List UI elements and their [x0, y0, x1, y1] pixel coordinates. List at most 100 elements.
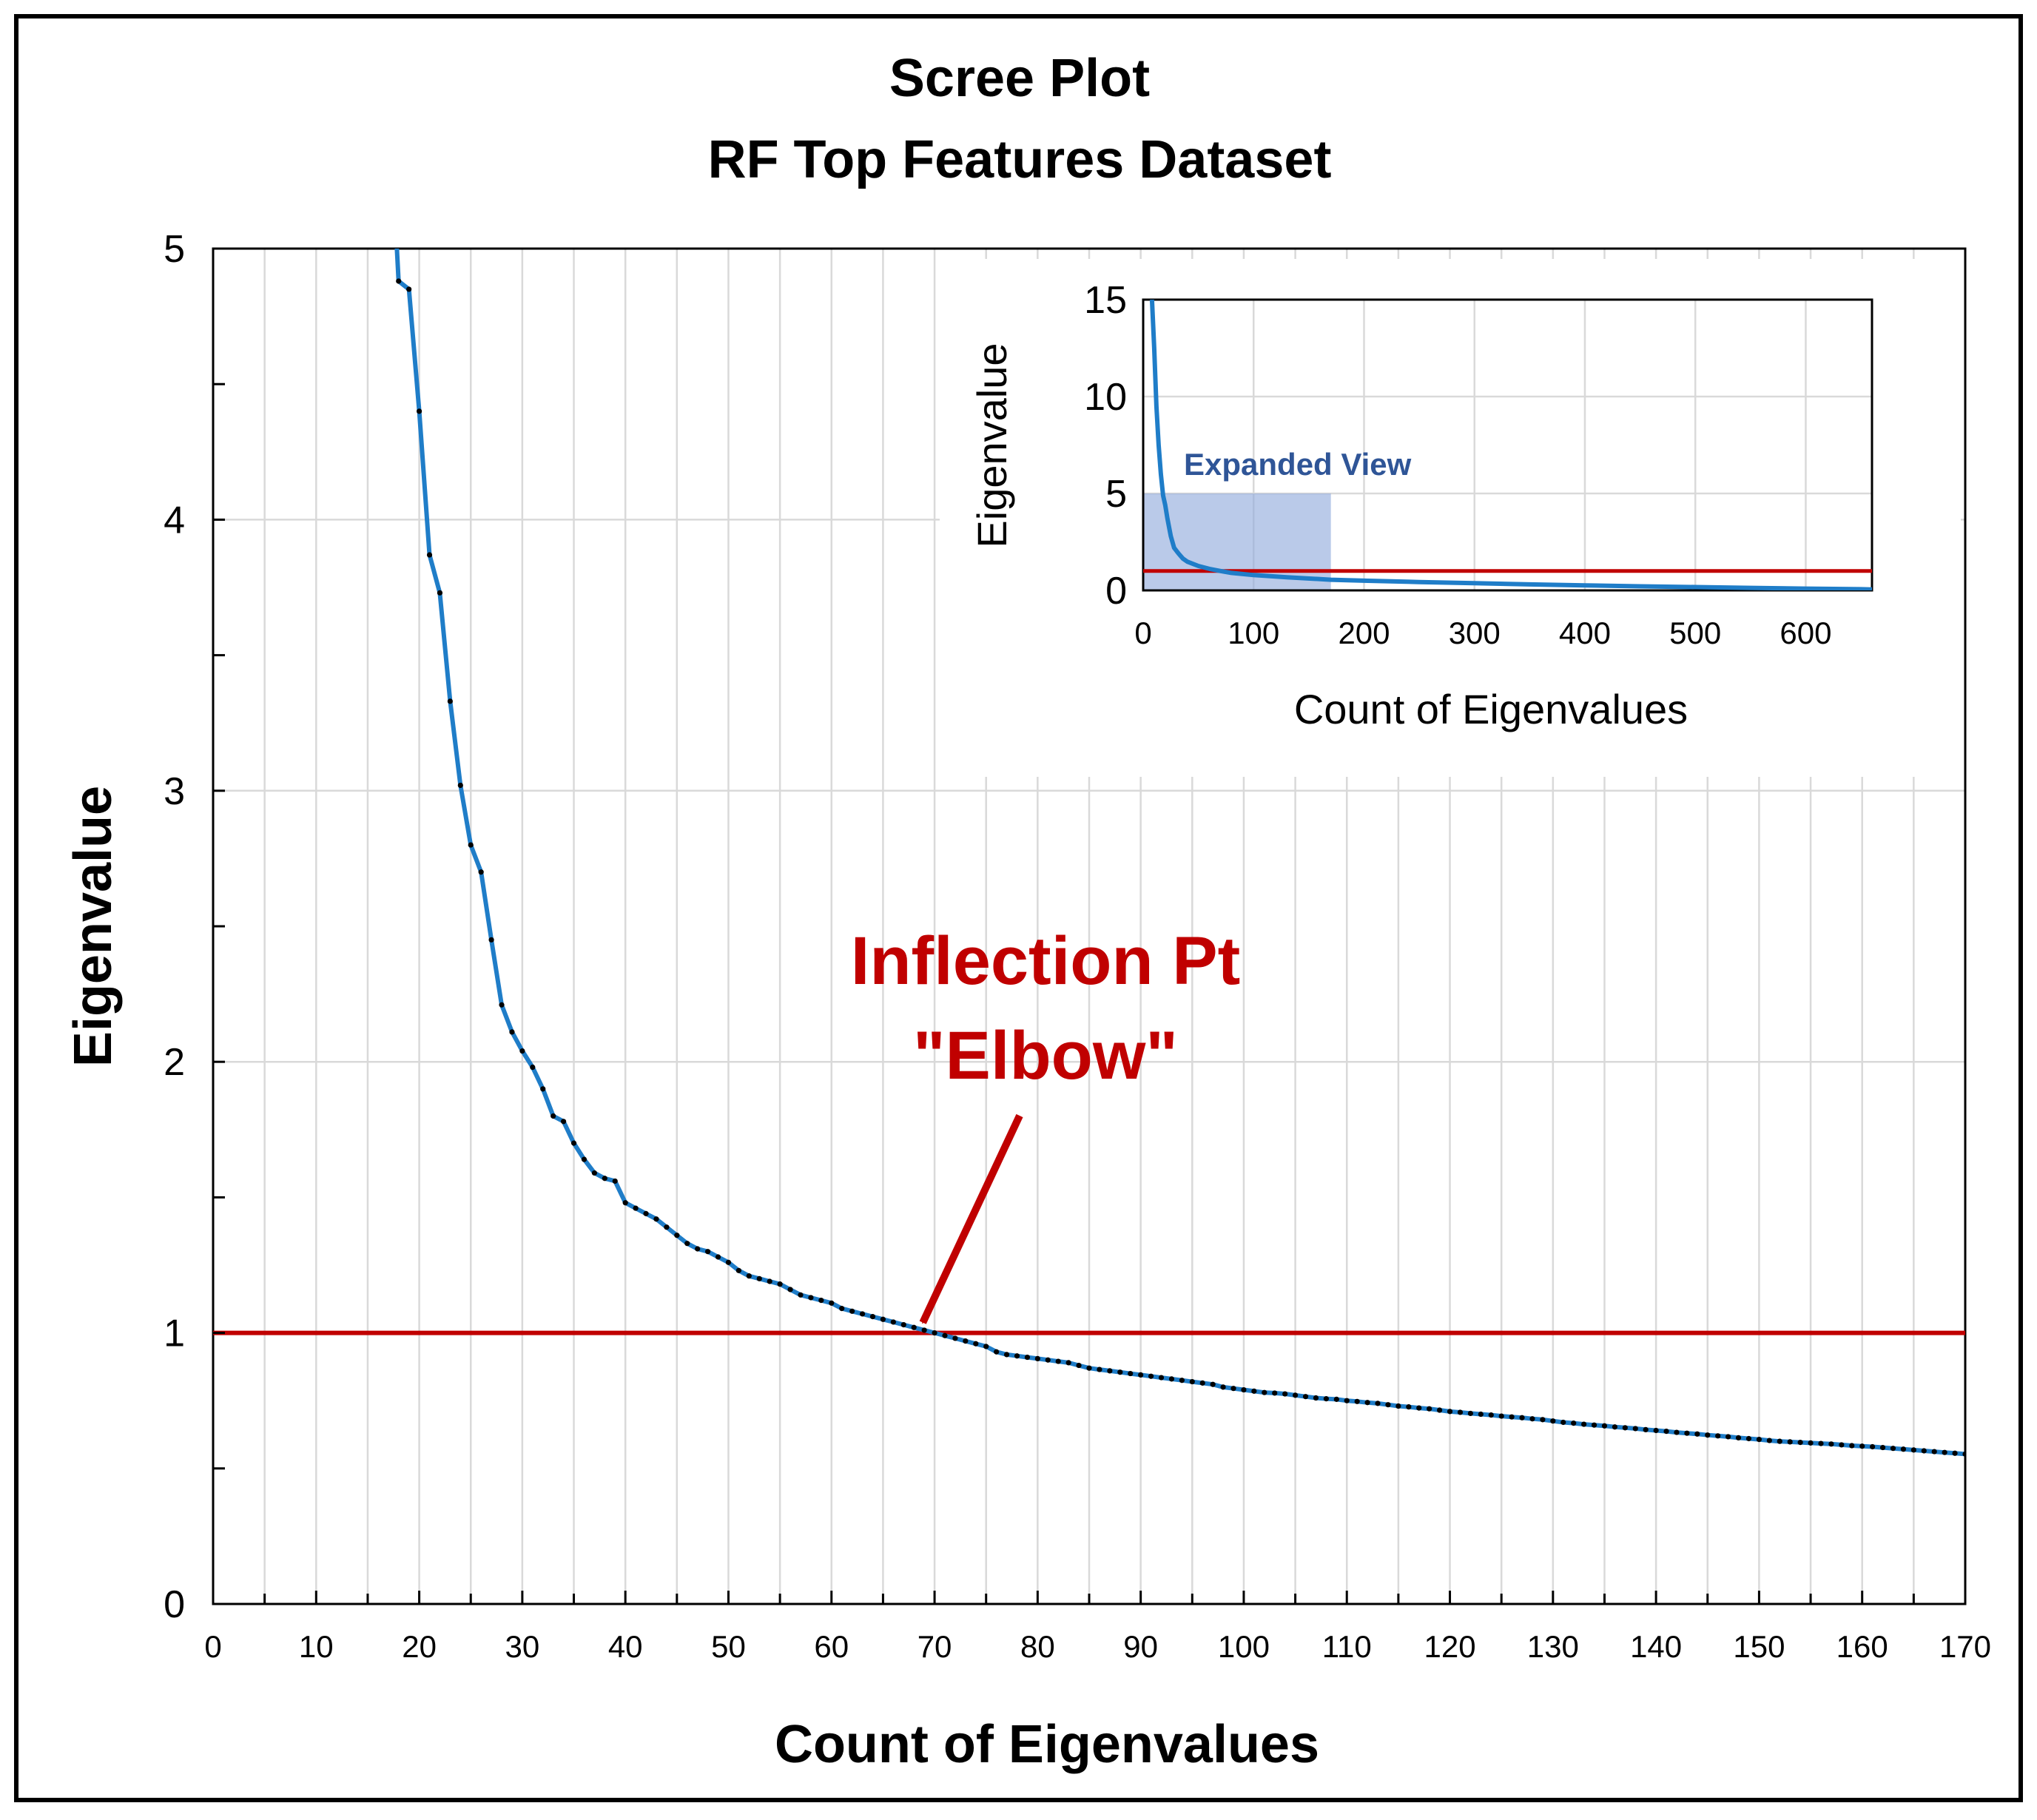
main-data-point: [1045, 1357, 1051, 1363]
main-data-point: [1725, 1434, 1731, 1440]
inset-y-axis-title: Eigenvalue: [969, 343, 1015, 547]
inset-y-tick-label: 5: [1105, 473, 1127, 516]
main-y-tick-label: 0: [164, 1583, 185, 1626]
main-data-point: [1787, 1439, 1793, 1445]
main-data-point: [746, 1273, 752, 1279]
main-data-point: [1189, 1378, 1195, 1385]
main-data-point: [1230, 1386, 1236, 1392]
main-data-point: [1199, 1380, 1205, 1386]
main-data-point: [1313, 1395, 1319, 1401]
main-data-point: [1447, 1409, 1453, 1415]
main-data-point: [808, 1295, 814, 1301]
inset-x-tick-label: 400: [1559, 616, 1611, 650]
main-data-point: [1818, 1440, 1824, 1446]
main-data-point: [1354, 1398, 1360, 1404]
chart-title-line-1: Scree Plot: [889, 49, 1150, 108]
main-data-point: [1519, 1415, 1525, 1420]
inset-x-tick-label: 500: [1669, 616, 1721, 650]
main-data-point: [653, 1216, 659, 1222]
main-data-point: [735, 1267, 742, 1273]
main-data-point: [952, 1335, 958, 1341]
main-data-point: [1302, 1394, 1309, 1400]
main-data-point: [530, 1064, 536, 1071]
main-data-point: [1910, 1447, 1916, 1453]
main-data-point: [1117, 1369, 1123, 1375]
main-data-point: [890, 1319, 896, 1325]
main-data-point: [1622, 1425, 1628, 1431]
main-x-tick-label: 90: [1123, 1629, 1158, 1664]
main-data-point: [1024, 1354, 1031, 1361]
main-axes-group: 0 10 20 30 40 50 60 70 80 90 100 110 120 130 140 150 160…: [164, 228, 1991, 1664]
inset-series-group: [1149, 300, 1872, 590]
main-data-point: [1065, 1360, 1071, 1366]
inset-y-tick-label: 15: [1084, 279, 1127, 322]
main-data-point: [1962, 1451, 1965, 1457]
main-data-point: [1251, 1388, 1257, 1394]
main-data-point: [1003, 1352, 1010, 1358]
main-x-tick-label: 130: [1527, 1629, 1579, 1664]
main-data-point: [1942, 1449, 1947, 1455]
main-data-point: [437, 590, 443, 596]
main-x-tick-label: 100: [1218, 1629, 1270, 1664]
main-series-group: [394, 249, 1965, 1457]
main-data-point: [942, 1332, 948, 1338]
main-data-point: [1138, 1372, 1144, 1378]
main-data-point: [1870, 1443, 1876, 1450]
inset-plot-area: [1142, 298, 1873, 592]
main-data-point: [1694, 1431, 1700, 1437]
main-data-point: [1241, 1386, 1247, 1393]
main-data-point: [1921, 1448, 1927, 1454]
main-data-point: [1128, 1370, 1134, 1377]
main-data-point: [1097, 1366, 1102, 1372]
main-data-point: [1467, 1410, 1473, 1417]
main-y-tick-label: 5: [164, 228, 185, 271]
main-x-tick-label: 80: [1020, 1629, 1055, 1664]
main-x-axis-title: Count of Eigenvalues: [775, 1715, 1319, 1774]
main-x-tick-label: 110: [1322, 1629, 1372, 1664]
main-data-point: [488, 937, 494, 943]
inset-x-tick-label: 200: [1338, 616, 1390, 650]
main-data-point: [1179, 1378, 1185, 1383]
main-data-point: [798, 1292, 804, 1298]
main-data-point: [1529, 1416, 1535, 1422]
main-data-point: [1879, 1444, 1886, 1451]
main-data-point: [612, 1178, 618, 1184]
main-data-point: [602, 1176, 607, 1182]
inset-y-tick-label: 0: [1105, 570, 1127, 613]
main-data-point: [1550, 1418, 1556, 1424]
main-data-point: [1591, 1422, 1597, 1428]
main-data-point: [1416, 1405, 1422, 1411]
main-data-point: [1797, 1440, 1803, 1446]
main-data-point: [1168, 1376, 1175, 1382]
main-y-tick-label: 1: [164, 1312, 185, 1355]
main-x-tick-label: 170: [1939, 1629, 1991, 1664]
main-x-tick-label: 40: [608, 1629, 643, 1664]
main-x-tick-label: 70: [918, 1629, 952, 1664]
main-data-point: [777, 1281, 783, 1287]
main-data-point: [1808, 1440, 1814, 1446]
main-data-point: [674, 1233, 680, 1238]
main-data-point: [715, 1254, 721, 1260]
main-data-point: [1292, 1392, 1299, 1398]
main-data-point: [1756, 1436, 1762, 1443]
main-data-point: [1601, 1423, 1608, 1429]
main-data-point: [1210, 1381, 1216, 1387]
main-data-point: [468, 842, 474, 848]
main-data-point: [478, 869, 484, 875]
main-data-point: [1674, 1429, 1680, 1435]
main-data-point: [1705, 1432, 1711, 1438]
main-data-point: [1148, 1373, 1154, 1379]
main-data-point: [570, 1140, 577, 1146]
main-data-point: [1086, 1365, 1092, 1371]
main-data-point: [447, 698, 453, 704]
main-data-point: [1745, 1435, 1752, 1442]
main-data-point: [1385, 1402, 1391, 1408]
inset-background: [940, 259, 1961, 777]
main-data-point: [963, 1338, 969, 1344]
main-x-tick-label: 30: [505, 1629, 540, 1664]
main-data-point: [426, 552, 433, 558]
main-data-point: [1540, 1417, 1546, 1423]
main-data-point: [1766, 1438, 1772, 1443]
